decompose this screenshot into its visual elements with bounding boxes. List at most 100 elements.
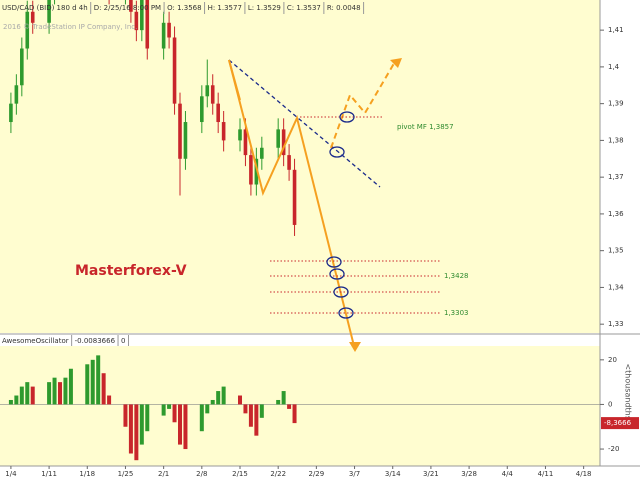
candle-body xyxy=(14,85,19,104)
wave-line xyxy=(228,59,241,101)
y-tick-label: 1,38 xyxy=(608,136,624,144)
marker xyxy=(339,111,355,123)
candle-body xyxy=(20,48,24,86)
candle-body xyxy=(167,22,171,38)
osc-bar xyxy=(238,395,242,405)
marker xyxy=(329,146,345,158)
osc-bar xyxy=(52,377,57,405)
osc-bar xyxy=(145,404,150,432)
y-tick-label: 0 xyxy=(608,400,612,408)
candle-body xyxy=(140,0,144,31)
osc-bar xyxy=(96,355,101,405)
osc-bar xyxy=(47,382,52,405)
y-tick-label: 1,36 xyxy=(608,210,624,218)
osc-bar xyxy=(58,382,62,405)
x-tick-label: 1/18 xyxy=(79,470,95,478)
y-tick-label: -20 xyxy=(608,445,619,453)
x-tick-label: 4/18 xyxy=(576,470,592,478)
x-tick-label: 2/29 xyxy=(308,470,324,478)
candle-body xyxy=(260,147,264,159)
x-tick-label: 1/4 xyxy=(5,470,17,478)
osc-bar xyxy=(292,404,297,424)
osc-bar xyxy=(25,382,30,405)
candle-body xyxy=(47,0,51,23)
candle-body xyxy=(178,103,182,159)
osc-bar xyxy=(30,386,35,405)
x-tick-label: 3/28 xyxy=(461,470,477,478)
axis-panel xyxy=(600,0,640,480)
candle-body xyxy=(243,129,248,156)
osc-panel xyxy=(0,346,600,466)
osc-bar xyxy=(134,404,139,461)
osc-bar xyxy=(178,404,182,445)
osc-bar xyxy=(161,404,166,416)
osc-bar xyxy=(287,404,292,409)
osc-bar xyxy=(128,404,133,454)
osc-bar xyxy=(85,364,90,405)
osc-plot xyxy=(0,355,600,461)
osc-bar xyxy=(281,391,286,405)
y-tick-label: 1,34 xyxy=(608,283,624,291)
candle-body xyxy=(145,0,150,49)
x-tick-label: 2/22 xyxy=(270,470,286,478)
x-tick-label: 4/4 xyxy=(502,470,514,478)
header-field: D: 2/25/16 8:00 PM xyxy=(94,4,161,12)
arrow-head xyxy=(349,342,361,352)
x-tick-label: 3/7 xyxy=(349,470,360,478)
candle-body xyxy=(129,0,133,12)
osc-bar xyxy=(276,399,281,405)
marker xyxy=(338,307,354,319)
y-tick-label: 1,41 xyxy=(608,26,624,34)
price-panel xyxy=(0,0,600,333)
x-tick-label: 1/25 xyxy=(118,470,134,478)
osc-bar xyxy=(205,404,210,414)
y-tick-label: 20 xyxy=(608,356,617,364)
candle-body xyxy=(276,129,280,148)
osc-bar xyxy=(243,404,248,414)
candle-body xyxy=(200,96,204,123)
candle-body xyxy=(281,129,286,156)
osc-bar xyxy=(101,373,106,405)
candle-body xyxy=(134,11,139,31)
x-tick-label: 2/15 xyxy=(232,470,248,478)
y-tick-label: 1,4 xyxy=(608,63,620,71)
marker xyxy=(333,286,349,298)
watermark: 2016 © TradeStation IP Company, Inc. xyxy=(3,23,137,31)
annotation: 1,3428 xyxy=(444,272,469,280)
candle-body xyxy=(183,122,188,159)
candle-body xyxy=(172,37,177,104)
candle-body xyxy=(9,103,13,123)
trend-line xyxy=(228,59,381,188)
x-tick-label: 3/14 xyxy=(385,470,401,478)
y-tick-label: 1,33 xyxy=(608,320,624,328)
header-field: 0 xyxy=(121,337,125,345)
projection-line xyxy=(330,59,397,149)
osc-bar xyxy=(199,404,204,432)
candle-body xyxy=(205,85,210,97)
candle-body xyxy=(210,85,215,104)
osc-bar xyxy=(259,404,264,418)
osc-bar xyxy=(221,386,226,405)
header-field: -0.0083666 xyxy=(75,337,116,345)
x-tick-label: 4/11 xyxy=(538,470,554,478)
header: USD/CAD (BID) 180 d 4h D: 2/25/16 8:00 PM… xyxy=(2,2,365,346)
osc-bar xyxy=(139,404,144,445)
x-tick-label: 2/8 xyxy=(196,470,207,478)
osc-bar xyxy=(19,386,24,405)
header-field: AwesomeOscillator xyxy=(2,337,69,345)
header-field: USD/CAD (BID) 180 d 4h xyxy=(2,4,88,12)
header-field: H: 1.3577 xyxy=(208,4,242,12)
candle-body xyxy=(30,11,35,23)
osc-bar xyxy=(68,368,73,405)
osc-bar xyxy=(63,377,68,405)
osc-bar xyxy=(172,404,177,423)
annotation: Masterforex-V xyxy=(75,263,187,279)
x-tick-label: 2/1 xyxy=(158,470,169,478)
candle-body xyxy=(238,129,242,141)
price-plot xyxy=(9,0,297,236)
candle-body xyxy=(161,22,166,49)
osc-bar xyxy=(8,399,13,405)
candle-body xyxy=(216,103,220,123)
candle-body xyxy=(254,158,259,185)
y-tick-label: 1,37 xyxy=(608,173,624,181)
